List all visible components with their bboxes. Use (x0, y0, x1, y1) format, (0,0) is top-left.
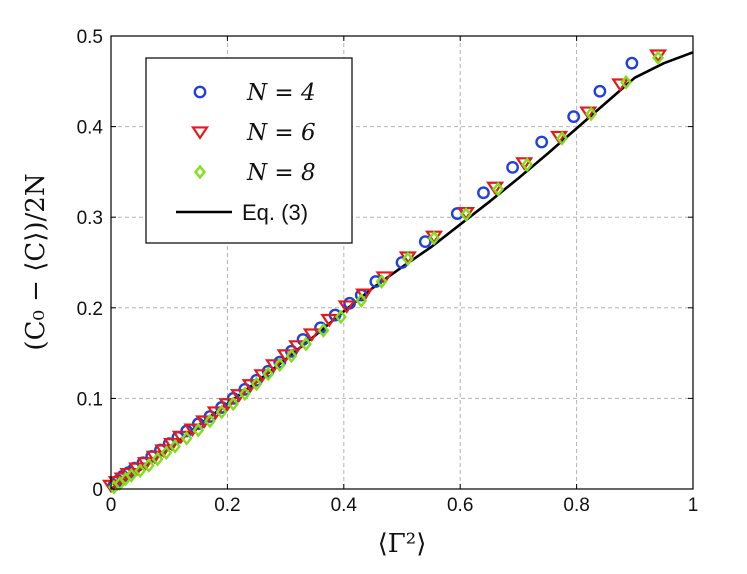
x-axis-label: ⟨Γ²⟩ (378, 529, 427, 559)
legend-label: N = 4 (246, 80, 316, 106)
x-tick-label: 0.2 (214, 495, 240, 516)
n6-point (337, 300, 356, 314)
n8-point (652, 50, 665, 66)
n6-point (163, 438, 182, 452)
legend-marker (193, 85, 207, 99)
n4-point (477, 186, 490, 200)
legend-marker (190, 126, 210, 140)
n6-point (154, 444, 173, 458)
n8-point (160, 445, 173, 461)
x-tick-label: 0.8 (563, 495, 589, 516)
n8-point (355, 293, 368, 308)
n8-point (125, 467, 138, 483)
n8-point (238, 386, 251, 402)
n8-point (151, 451, 164, 467)
n8-point (521, 157, 534, 173)
n8-point (204, 413, 216, 429)
y-tick-label: 0 (92, 480, 103, 501)
n4-point (369, 275, 383, 288)
x-tick-label: 1 (688, 495, 699, 516)
y-tick-label: 0.1 (77, 389, 103, 410)
n8-point (375, 274, 388, 289)
n8-point (192, 422, 205, 438)
n8-point (620, 74, 633, 90)
n6-point (515, 157, 534, 171)
plot-frame (110, 35, 694, 490)
n6-point (320, 313, 339, 328)
axis-ticks: 0 0.2 0.4 0.6 0.8 1 0 0.1 0.2 0.3 0.4 0.5 (77, 27, 699, 516)
legend-label: N = 6 (246, 120, 316, 146)
grid-lines (111, 36, 693, 489)
n8-point (215, 404, 228, 420)
n8-point (285, 348, 298, 364)
n6-point (302, 328, 321, 343)
y-tick-label: 0.3 (77, 208, 103, 229)
data-markers (101, 49, 668, 495)
n6-point (486, 181, 505, 196)
n8-point (134, 463, 147, 479)
n8-point (227, 396, 240, 412)
n8-point (180, 430, 193, 446)
legend: N = 4 N = 6 N = 8 Eq. (3) (145, 57, 353, 244)
n4-point (625, 56, 639, 70)
n8-point (428, 230, 440, 246)
n4-point (535, 135, 549, 149)
n8-point (401, 251, 414, 267)
n8-point (334, 309, 347, 325)
n6-point (276, 349, 295, 363)
n6-point (550, 130, 569, 145)
n4-point (418, 235, 432, 249)
legend-marker (194, 164, 206, 180)
x-tick-label: 0.4 (331, 495, 358, 516)
n6-point (288, 340, 307, 354)
n8-point (142, 458, 155, 473)
n8-point (169, 438, 181, 454)
n8-point (585, 106, 598, 122)
y-axis-label: (C₀ − ⟨C⟩)/2N (21, 173, 51, 350)
y-tick-label: 0.2 (77, 299, 103, 320)
n6-point (579, 106, 598, 121)
n4-point (593, 84, 607, 98)
legend-label: N = 8 (246, 160, 316, 186)
n6-point (183, 423, 202, 438)
n4-point (506, 160, 519, 174)
n6-point (145, 450, 164, 465)
n8-point (250, 376, 263, 392)
n8-point (300, 336, 312, 352)
x-tick-label: 0.6 (447, 495, 473, 516)
x-tick-label: 0 (106, 495, 117, 516)
n8-point (460, 207, 472, 222)
n4-point (273, 355, 287, 369)
n6-point (128, 462, 147, 477)
n8-point (273, 357, 286, 373)
n8-point (262, 366, 275, 382)
n4-point (567, 110, 581, 124)
n6-point (136, 457, 155, 471)
n8-point (317, 323, 330, 338)
n8-point (556, 130, 568, 146)
y-tick-label: 0.5 (77, 27, 103, 48)
n8-point (492, 181, 504, 197)
y-tick-label: 0.4 (77, 118, 104, 139)
legend-items: N = 4 N = 6 N = 8 Eq. (3) (176, 80, 316, 225)
legend-label: Eq. (3) (242, 200, 308, 225)
